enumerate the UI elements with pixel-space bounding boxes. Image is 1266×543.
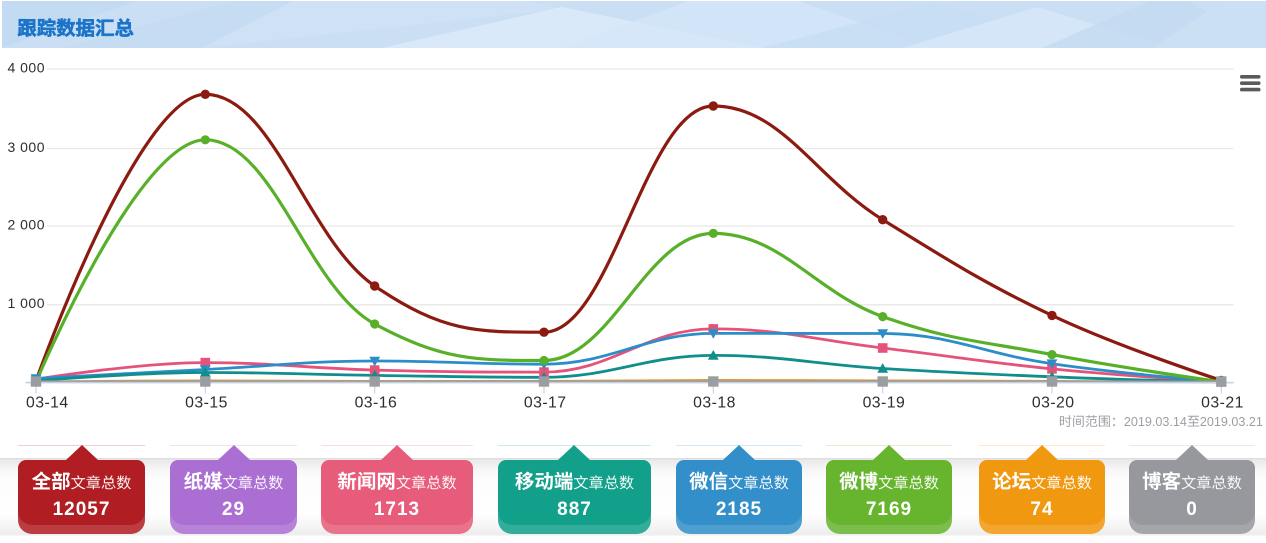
svg-text:03-15: 03-15 — [185, 394, 228, 411]
svg-text:1 000: 1 000 — [7, 295, 45, 311]
svg-text:03-21: 03-21 — [1201, 394, 1244, 411]
svg-text:03-17: 03-17 — [524, 394, 567, 411]
svg-text:2019.03.21: 2019.03.21 — [1200, 415, 1263, 429]
svg-text:03-16: 03-16 — [355, 394, 398, 411]
svg-text:03-14: 03-14 — [26, 394, 69, 411]
svg-text:2 000: 2 000 — [7, 216, 45, 232]
svg-text:03-18: 03-18 — [693, 394, 736, 411]
svg-text:3 000: 3 000 — [7, 139, 45, 155]
svg-text:03-20: 03-20 — [1032, 394, 1075, 411]
svg-text:4 000: 4 000 — [7, 59, 45, 75]
svg-text:2019.03.14: 2019.03.14 — [1124, 415, 1187, 429]
svg-text:03-19: 03-19 — [863, 394, 906, 411]
